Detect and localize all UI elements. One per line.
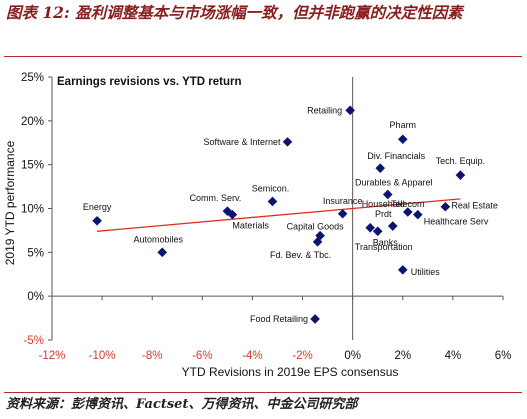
point-label-telecom: Telecom (391, 199, 425, 209)
x-tick-label: 2% (394, 350, 411, 362)
y-tick-label: 10% (21, 204, 44, 216)
point-banks (372, 226, 383, 237)
y-tick-label: -5% (24, 335, 44, 347)
point-label-fd-bev-tbc: Fd. Bev. & Tbc. (270, 250, 331, 260)
point-label-transportation: Transportation (355, 242, 413, 252)
point-label-semicon: Semicon. (252, 183, 290, 193)
point-fd-bev-tbc (312, 237, 323, 247)
point-insurance (337, 208, 348, 219)
trendline-group (97, 198, 461, 232)
point-food-retailing (310, 314, 320, 324)
data-points (92, 105, 466, 324)
point-label-pharm: Pharm (390, 120, 417, 130)
point-retailing (345, 105, 355, 116)
point-pharm (397, 134, 408, 145)
x-tick-label: 4% (445, 350, 462, 362)
footer-divider (4, 392, 522, 393)
x-tick-label: -8% (142, 350, 162, 362)
chart-axes: -5% 0% 5% 10% 15% 20% 25% -12% -10% -8% -6% -4% -2% 0… (21, 72, 511, 362)
point-label-household-prdt: Household Prdt (362, 199, 405, 219)
y-tick-label: 5% (27, 247, 44, 259)
point-label-tech-equip: Tech. Equip. (436, 156, 486, 166)
point-div-financials (375, 163, 386, 173)
x-tick-label: -12% (39, 350, 66, 362)
point-label-retailing: Retailing (307, 105, 342, 115)
y-axis-label: 2019 YTD performance (3, 140, 17, 265)
point-tech-equip (455, 170, 466, 180)
point-durables-apparel (382, 189, 393, 200)
point-real-estate (440, 201, 451, 212)
point-transportation (387, 221, 398, 231)
x-tick-label: -2% (292, 350, 312, 362)
x-tick-label: -6% (192, 350, 212, 362)
scatter-chart: Earnings revisions vs. YTD return -5% 0% 5… (3, 72, 511, 379)
point-household-prdt (365, 222, 376, 233)
point-label-healthcare-serv: Healthcare Serv (424, 217, 489, 227)
point-label-comm-serv: Comm. Serv. (189, 193, 241, 203)
y-tick-label: 15% (21, 160, 44, 172)
point-label-utilities: Utilities (411, 267, 441, 277)
point-label-automobiles: Automobiles (133, 234, 183, 244)
point-labels: Energy Automobiles Comm. Serv. Materials Sem… (83, 105, 498, 324)
point-telecom (402, 207, 413, 217)
point-label-durables-apparel: Durables & Apparel (355, 177, 433, 187)
point-materials (227, 209, 238, 220)
y-tick-label: 0% (27, 291, 44, 303)
point-label-capital-goods: Capital Goods (287, 222, 345, 232)
point-automobiles (157, 247, 168, 258)
point-software-internet (282, 137, 293, 147)
y-tick-label: 20% (21, 116, 44, 128)
point-semicon (267, 196, 278, 207)
point-healthcare-serv (413, 209, 423, 220)
x-tick-label: -10% (89, 350, 116, 362)
point-label-div-financials: Div. Financials (367, 151, 425, 161)
trendline (97, 198, 461, 232)
point-label-real-estate: Real Estate (451, 201, 498, 211)
x-axis-label: YTD Revisions in 2019e EPS consensus (182, 365, 399, 379)
title-divider (4, 56, 522, 57)
point-label-food-retailing: Food Retailing (250, 314, 308, 324)
point-label-materials: Materials (232, 221, 269, 231)
figure-title: 图表 12: 盈利调整基本与市场涨幅一致，但并非跑赢的决定性因素 (6, 3, 463, 22)
x-tick-label: 0% (344, 350, 361, 362)
point-label-banks: Banks (373, 237, 399, 247)
point-utilities (397, 265, 408, 275)
y-tick-label: 25% (21, 72, 44, 84)
chart-title: Earnings revisions vs. YTD return (57, 76, 242, 88)
point-capital-goods (315, 230, 325, 241)
x-tick-label: -4% (242, 350, 262, 362)
x-tick-label: 6% (495, 350, 512, 362)
point-energy (92, 215, 102, 226)
point-label-software-internet: Software & Internet (203, 137, 281, 147)
point-label-insurance: Insurance (323, 196, 363, 206)
point-label-energy: Energy (83, 202, 112, 212)
source-note: 资料来源：彭博资讯、Factset、万得资讯、中金公司研究部 (6, 397, 358, 412)
